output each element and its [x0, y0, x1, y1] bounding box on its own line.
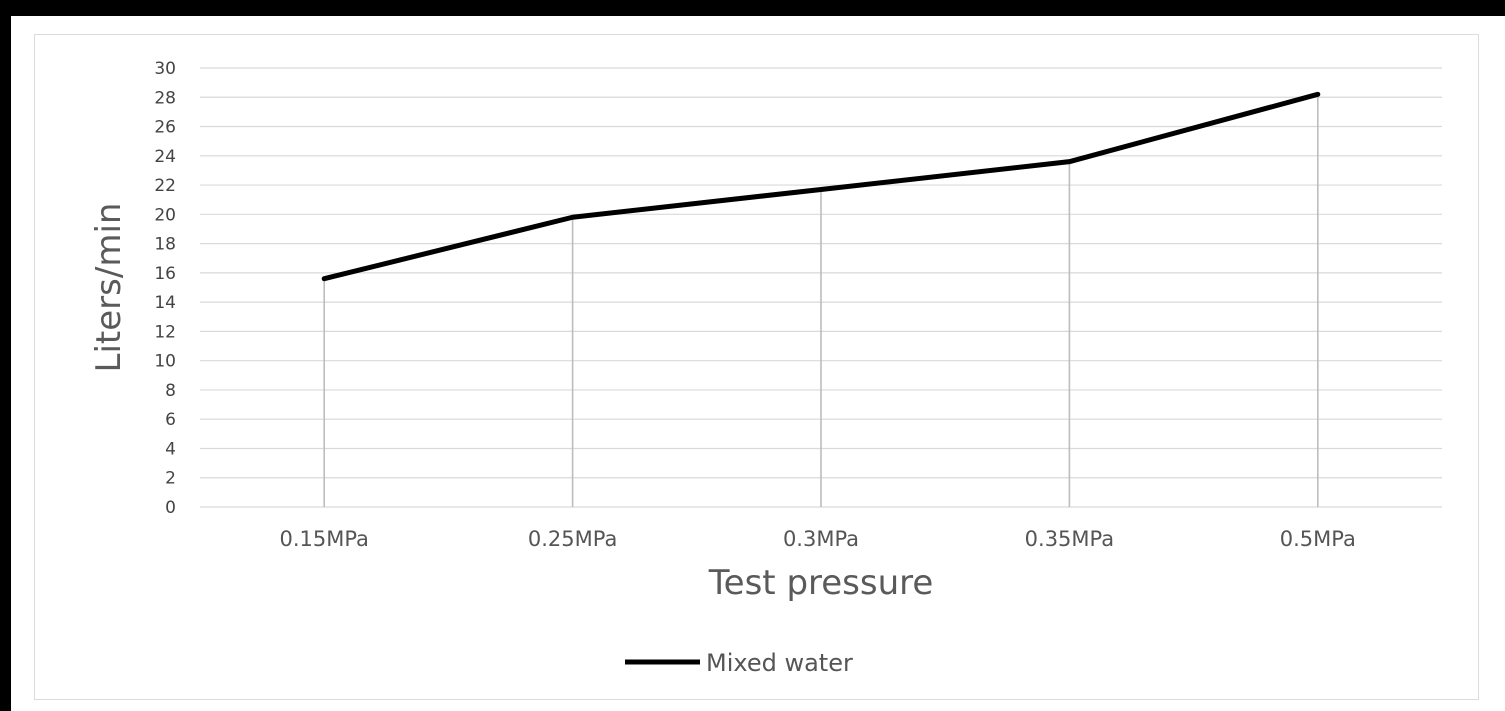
y-tick-label-22: 22	[154, 176, 176, 196]
x-tick-label-0.5MPa: 0.5MPa	[1280, 527, 1356, 551]
x-tick-label-0.35MPa: 0.35MPa	[1025, 527, 1114, 551]
y-tick-label-30: 30	[154, 59, 176, 79]
y-tick-label-14: 14	[154, 293, 176, 313]
y-axis-title: Liters/min	[89, 203, 129, 373]
y-tick-label-28: 28	[154, 88, 176, 108]
x-tick-label-0.25MPa: 0.25MPa	[528, 527, 617, 551]
y-tick-label-18: 18	[154, 235, 176, 255]
drop-lines	[323, 94, 1319, 507]
data-point-0.25MPa	[570, 215, 575, 220]
y-tick-label-2: 2	[165, 469, 176, 489]
data-point-0.15MPa	[322, 276, 327, 281]
y-tick-label-6: 6	[165, 410, 176, 430]
legend-label-mixed-water: Mixed water	[706, 649, 853, 677]
y-tick-label-0: 0	[165, 498, 176, 518]
series-group	[321, 91, 1321, 282]
data-point-0.5MPa	[1315, 92, 1320, 97]
x-tick-label-0.3MPa: 0.3MPa	[783, 527, 859, 551]
y-tick-label-10: 10	[154, 352, 176, 372]
y-tick-label-4: 4	[165, 439, 176, 459]
y-tick-label-20: 20	[154, 205, 176, 225]
chart-frame	[11, 16, 1505, 711]
legend: Mixed water	[625, 649, 853, 677]
y-tick-label-12: 12	[154, 322, 176, 342]
x-tick-label-0.15MPa: 0.15MPa	[279, 527, 368, 551]
x-axis-ticks: 0.15MPa 0.25MPa 0.3MPa 0.35MPa 0.5MPa	[279, 527, 1355, 551]
y-tick-label-26: 26	[154, 118, 176, 138]
data-point-0.3MPa	[819, 187, 823, 192]
y-tick-label-24: 24	[154, 147, 176, 167]
y-tick-label-16: 16	[154, 264, 176, 284]
chart-area	[34, 34, 1479, 700]
x-axis-title: Test pressure	[708, 563, 934, 603]
data-point-0.35MPa	[1067, 159, 1072, 164]
y-tick-label-8: 8	[165, 381, 176, 401]
